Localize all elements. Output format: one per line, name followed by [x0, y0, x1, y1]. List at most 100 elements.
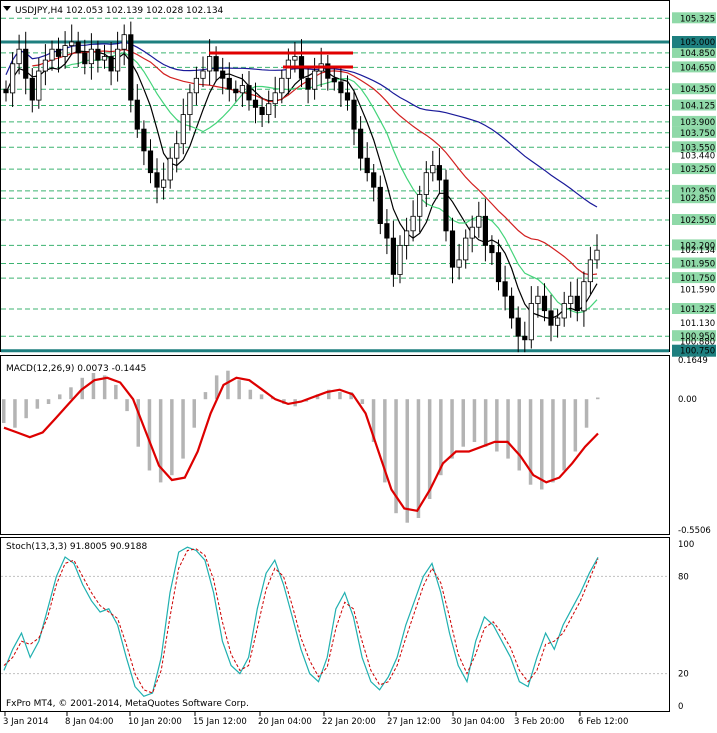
candle-body — [305, 77, 311, 90]
candle-body — [108, 56, 114, 72]
candle-body — [489, 244, 495, 254]
candle-body — [259, 106, 265, 116]
candle-body — [410, 215, 416, 232]
price-scale-label: 104.850 — [680, 49, 715, 59]
macd-bar — [315, 394, 320, 400]
macd-bar — [349, 392, 353, 400]
price-scale-label: 101.950 — [680, 260, 715, 270]
candle-body — [469, 226, 475, 239]
macd-bar — [226, 370, 230, 400]
candle-body — [456, 259, 462, 268]
resistance-lines[interactable] — [209, 51, 353, 69]
time-axis-label: 22 Jan 20:00 — [322, 717, 376, 727]
stoch-levels — [1, 575, 669, 675]
macd-bar — [495, 399, 499, 452]
candle-body — [377, 186, 383, 225]
macd-bar — [551, 399, 555, 483]
macd-bar — [360, 399, 365, 404]
macd-scale-label: 0.00 — [678, 395, 697, 405]
macd-bar — [158, 399, 163, 483]
macd-bar — [125, 399, 129, 412]
candle-body — [128, 34, 134, 101]
candle-body — [561, 303, 567, 319]
candle-body — [55, 48, 62, 57]
macd-bar — [170, 399, 174, 476]
candle-body — [587, 259, 594, 283]
macd-bar — [327, 389, 331, 400]
candle-body — [49, 48, 55, 61]
macd-bar — [517, 399, 521, 471]
macd-bar — [2, 399, 6, 423]
candle-body — [338, 81, 344, 94]
price-scale-label: 101.750 — [680, 274, 715, 284]
candle-body — [351, 99, 357, 130]
stoch-label: Stoch(13,3,3) 91.8005 90.9188 — [6, 542, 147, 552]
candle-body — [167, 157, 173, 181]
candle-body — [9, 63, 16, 94]
macd-bar — [248, 389, 253, 400]
level-label-bg — [672, 272, 716, 284]
macd-signal-line — [3, 376, 599, 513]
candle-body — [187, 92, 193, 116]
price-scale-label: 104.125 — [680, 102, 715, 112]
candle-body — [482, 215, 489, 246]
candle-body — [384, 223, 390, 239]
time-axis-label: 15 Jan 12:00 — [193, 717, 247, 727]
candle-body — [115, 48, 121, 72]
candle-body — [213, 56, 219, 72]
macd-bar — [338, 392, 342, 400]
level-label-bg — [672, 163, 716, 175]
candle-body — [62, 45, 68, 57]
candle-body — [357, 128, 364, 159]
candle-body — [476, 215, 482, 228]
price-scale: 105.325 104.850 104.650 104.350 104.125 103.9… — [672, 12, 716, 357]
time-axis-label: 10 Jan 20:00 — [128, 717, 182, 727]
candle-body — [397, 244, 403, 275]
macd-bar — [102, 375, 107, 400]
candle-body — [3, 88, 9, 94]
candle-body — [121, 34, 127, 50]
macd-bar — [483, 399, 488, 447]
candle-body — [239, 85, 245, 94]
level-label-bg — [672, 126, 716, 138]
candle-body — [141, 128, 147, 152]
macd-bar — [192, 399, 196, 428]
candle-body — [449, 230, 456, 268]
macd-scale: 0.1649 0.00 -0.5506 — [678, 356, 711, 536]
price-scale-label: 103.900 — [680, 118, 715, 128]
candle-body — [430, 165, 436, 174]
candle-body — [364, 157, 370, 174]
stoch-scale: 100 80 20 0 — [678, 540, 694, 712]
time-axis-label: 8 Jan 04:00 — [65, 717, 113, 727]
candle-body — [69, 41, 75, 46]
candle-body — [266, 103, 272, 115]
macd-bar — [416, 399, 421, 518]
candle-body — [403, 230, 410, 246]
level-label-bg — [672, 115, 716, 127]
macd-panel-frame — [0, 355, 670, 535]
macd-scale-label: 0.1649 — [678, 356, 708, 366]
candle-body — [311, 70, 318, 90]
stoch-scale-label: 100 — [678, 540, 694, 550]
candle-body — [82, 52, 88, 65]
candle-body — [594, 249, 600, 261]
candle-body — [180, 114, 186, 145]
stoch-scale-label: 20 — [678, 670, 689, 680]
macd-scale-label: -0.5506 — [678, 526, 711, 536]
macd-bar — [203, 392, 208, 400]
macd-bar — [58, 394, 62, 400]
macd-bar — [461, 399, 465, 447]
price-scale-label: 103.550 — [680, 143, 715, 153]
ma-green-line — [64, 51, 598, 314]
macd-bar — [24, 399, 28, 419]
level-label-bg — [672, 83, 716, 95]
dropdown-arrow-icon[interactable] — [3, 6, 11, 11]
candle-body — [101, 56, 108, 61]
candle-body — [252, 99, 259, 108]
candle-body — [436, 165, 443, 181]
level-label-bg — [672, 184, 716, 196]
candle-body — [548, 310, 554, 326]
candle-body — [285, 59, 292, 79]
